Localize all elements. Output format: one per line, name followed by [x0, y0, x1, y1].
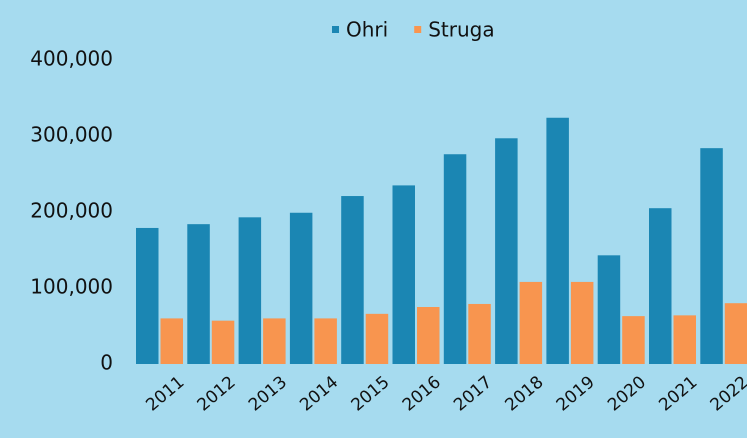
bar	[570, 281, 594, 364]
bar	[443, 154, 467, 364]
x-tick-label: 2017	[450, 372, 496, 415]
x-tick-label: 2011	[142, 372, 188, 415]
legend-label: Struga	[428, 18, 494, 42]
y-tick-label: 200,000	[30, 199, 113, 223]
x-tick-label: 2019	[553, 372, 599, 415]
bar	[263, 318, 286, 364]
y-tick-label: 400,000	[30, 47, 113, 71]
bar	[519, 281, 543, 364]
legend-swatch	[332, 26, 339, 33]
x-tick-label: 2016	[399, 372, 445, 415]
bar	[495, 138, 518, 364]
legend-label: Ohri	[346, 18, 388, 42]
bar	[211, 320, 235, 364]
bar	[546, 117, 569, 364]
x-tick-label: 2013	[245, 372, 291, 415]
bar	[365, 313, 389, 364]
y-tick-label: 100,000	[30, 275, 113, 299]
bar	[392, 185, 415, 364]
bar	[289, 212, 313, 364]
bar	[136, 227, 159, 364]
bar	[238, 217, 262, 364]
bar	[597, 255, 621, 364]
bar	[622, 316, 645, 364]
x-tick-label: 2015	[348, 372, 394, 415]
bar	[700, 148, 723, 364]
bar	[314, 318, 337, 364]
y-tick-label: 300,000	[30, 123, 113, 147]
bar	[468, 303, 491, 364]
y-tick-label: 0	[100, 351, 113, 375]
bar	[649, 208, 672, 364]
x-tick-label: 2014	[296, 372, 342, 415]
bar	[673, 315, 696, 364]
x-tick-label: 2022	[707, 372, 747, 415]
bar	[341, 196, 364, 364]
bar	[160, 318, 183, 364]
legend-swatch	[414, 26, 422, 33]
x-tick-label: 2020	[604, 372, 650, 415]
x-tick-label: 2012	[194, 372, 240, 415]
bar	[417, 307, 440, 364]
x-tick-label: 2021	[655, 372, 701, 415]
bar	[187, 224, 210, 364]
x-tick-label: 2018	[501, 372, 547, 415]
bar	[724, 303, 747, 364]
